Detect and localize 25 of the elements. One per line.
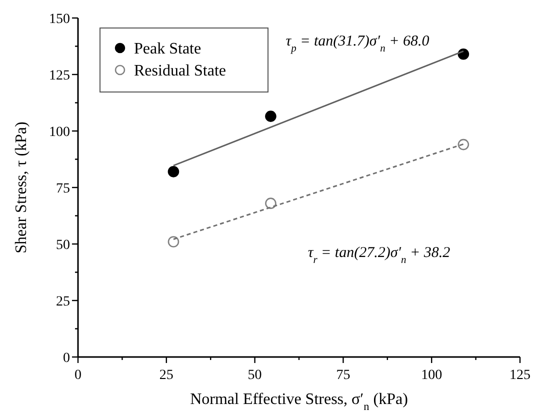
- x-tick-label: 0: [74, 368, 82, 383]
- legend-label: Peak State: [134, 40, 202, 58]
- y-tick-label: 75: [56, 181, 70, 196]
- y-tick-label: 150: [49, 12, 70, 27]
- point: [458, 48, 470, 60]
- point: [265, 110, 276, 122]
- y-tick-label: 100: [49, 124, 70, 140]
- y-tick-label: 25: [56, 294, 70, 310]
- y-tick-label: 125: [49, 68, 70, 84]
- x-tick-label: 25: [159, 368, 174, 383]
- x-tick-label: 50: [248, 368, 262, 383]
- point: [168, 166, 180, 178]
- y-axis-title: Shear Stress, τ (kPa): [13, 122, 30, 254]
- annotation: τ$_{r}$ = tan(27.2)σ′$_{n}$ + 38.2: [308, 245, 451, 266]
- x-tick-label: 100: [421, 368, 442, 383]
- legend-label: Residual State: [134, 62, 226, 80]
- point: [458, 138, 470, 150]
- point: [265, 198, 276, 209]
- point: [168, 236, 180, 248]
- y-tick-label: 50: [56, 238, 70, 253]
- x-tick-label: 125: [510, 368, 530, 383]
- annotation: τ$_{p}$ = tan(31.7)σ′$_{n}$ + 68.0: [286, 33, 430, 54]
- x-tick-label: 75: [336, 368, 350, 383]
- x-axis-title: Normal Effective Stress, σ′$_{n}$ (kPa): [190, 391, 408, 413]
- y-tick-label: 0: [63, 350, 70, 366]
